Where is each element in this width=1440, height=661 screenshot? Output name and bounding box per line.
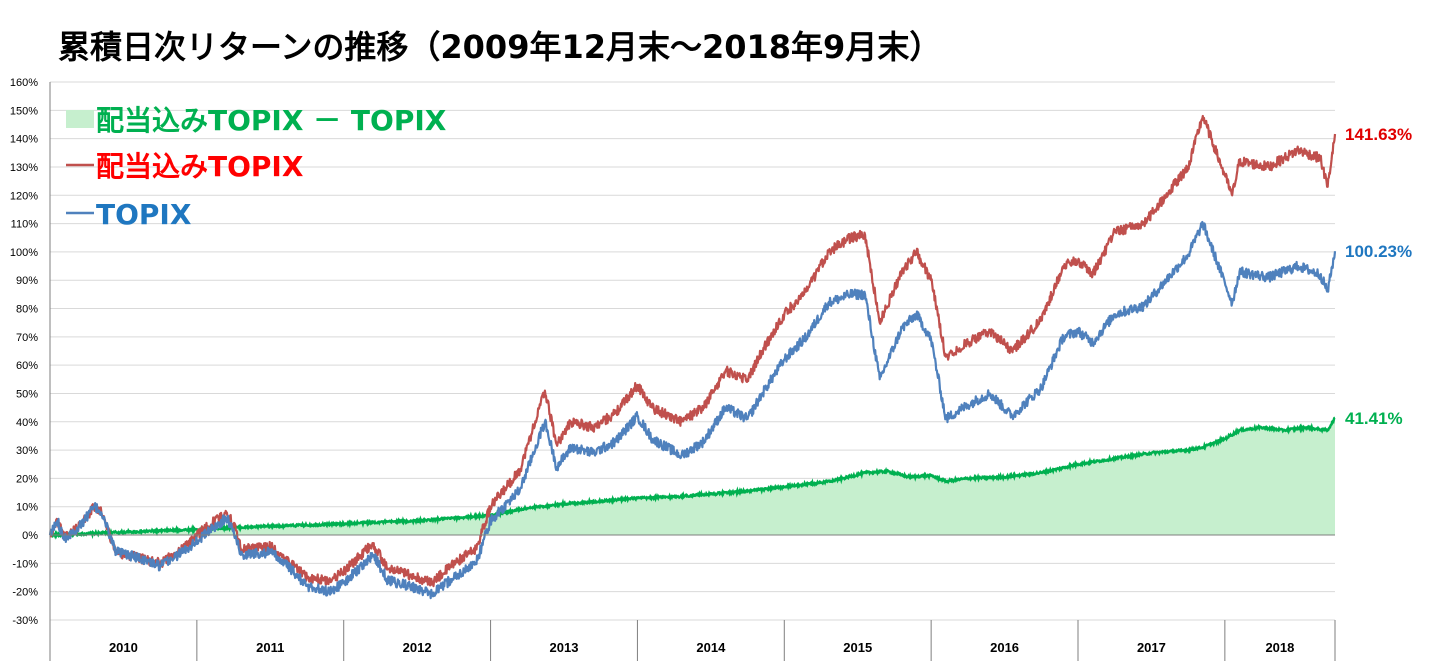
chart-title: 累積日次リターンの推移（2009年12月末～2018年9月末） xyxy=(58,28,941,66)
legend-label-spread: 配当込みTOPIX － TOPIX xyxy=(96,104,447,137)
series-lines xyxy=(48,114,1337,600)
y-tick-label: 20% xyxy=(16,473,38,485)
y-tick-label: 120% xyxy=(10,190,38,202)
x-tick-label: 2016 xyxy=(990,640,1019,655)
end-label-0: 41.41% xyxy=(1345,409,1403,428)
x-tick-label: 2014 xyxy=(696,640,726,655)
end-label-1: 141.63% xyxy=(1345,125,1412,144)
x-tick-label: 2018 xyxy=(1265,640,1294,655)
end-label-2: 100.23% xyxy=(1345,242,1412,261)
y-tick-label: 160% xyxy=(10,77,38,89)
area-fill-spread xyxy=(50,417,1335,536)
axes xyxy=(49,82,1336,661)
y-tick-label: 110% xyxy=(11,219,39,231)
x-tick-label: 2011 xyxy=(256,640,284,655)
spread-area xyxy=(49,416,1336,540)
y-tick-label: 30% xyxy=(16,445,38,457)
legend-swatch-spread xyxy=(66,110,94,128)
y-tick-label: -30% xyxy=(12,615,38,627)
x-tick-label: 2015 xyxy=(843,640,872,655)
y-axis-tick-labels: 160% 150% 140% 130% 120% 110% 100% 90% 80% 70% 60%… xyxy=(10,77,38,627)
x-tick-label: 2010 xyxy=(109,640,138,655)
line-dividend-topix xyxy=(49,114,1337,588)
y-tick-label: 50% xyxy=(16,388,38,400)
legend-label-topix: TOPIX xyxy=(96,198,192,231)
legend-label-dividend-topix: 配当込みTOPIX xyxy=(96,150,304,183)
y-tick-label: 100% xyxy=(10,247,38,259)
y-tick-label: 140% xyxy=(10,134,38,146)
x-tick-label: 2017 xyxy=(1137,640,1166,655)
legend: 配当込みTOPIX － TOPIX 配当込みTOPIX TOPIX xyxy=(66,104,447,231)
x-axis-year-labels: 2010 2011 2012 2013 2014 2015 2016 2017 2018 xyxy=(109,640,1294,655)
y-tick-label: 130% xyxy=(10,162,38,174)
y-tick-label: 70% xyxy=(16,332,38,344)
y-tick-label: 0% xyxy=(22,530,38,542)
y-tick-label: 80% xyxy=(16,304,38,316)
y-tick-label: -10% xyxy=(12,558,38,570)
line-spread xyxy=(49,416,1336,540)
end-value-labels: 41.41% 141.63% 100.23% xyxy=(1345,125,1412,428)
x-tick-label: 2013 xyxy=(550,640,579,655)
y-tick-label: 90% xyxy=(16,275,38,287)
y-tick-label: 10% xyxy=(16,502,38,514)
y-tick-label: 40% xyxy=(16,417,38,429)
x-tick-label: 2012 xyxy=(403,640,432,655)
line-topix xyxy=(48,220,1337,600)
y-tick-label: 150% xyxy=(10,105,38,117)
y-tick-label: -20% xyxy=(12,587,38,599)
y-tick-label: 60% xyxy=(16,360,38,372)
